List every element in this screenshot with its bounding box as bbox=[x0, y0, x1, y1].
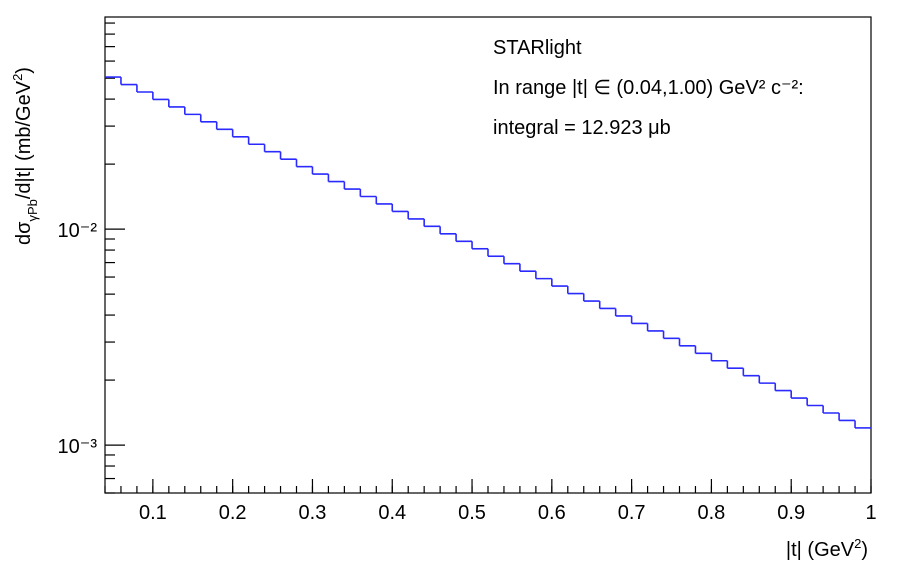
x-tick-label: 0.6 bbox=[538, 502, 566, 524]
annotation: In range |t| ∈ (0.04,1.00) GeV² c⁻²: bbox=[493, 77, 804, 99]
y-label-sup: 2 bbox=[10, 74, 25, 81]
y-label-rest: /d|t| (mb/GeV bbox=[13, 80, 35, 199]
annotation: STARlight bbox=[493, 37, 582, 59]
annotation: integral = 12.923 μb bbox=[493, 117, 671, 139]
x-axis-label: |t| (GeV2) bbox=[786, 536, 868, 561]
x-label-end: ) bbox=[861, 539, 868, 561]
x-label-sup: 2 bbox=[854, 536, 861, 551]
y-label-end: ) bbox=[13, 67, 35, 74]
x-tick-label: 0.2 bbox=[219, 502, 247, 524]
y-tick-label: 10⁻³ bbox=[58, 436, 98, 458]
y-axis-label: dσγPb/d|t| (mb/GeV2) bbox=[10, 67, 40, 245]
x-label-main: |t| (GeV bbox=[786, 539, 855, 561]
x-tick-label: 0.5 bbox=[458, 502, 486, 524]
x-tick-label: 0.8 bbox=[698, 502, 726, 524]
x-tick-label: 0.9 bbox=[777, 502, 805, 524]
x-tick-label: 0.1 bbox=[139, 502, 167, 524]
x-tick-label: 1 bbox=[865, 502, 876, 524]
y-label-main: dσ bbox=[13, 221, 35, 245]
x-tick-label: 0.3 bbox=[299, 502, 327, 524]
y-tick-label: 10⁻² bbox=[58, 220, 98, 242]
x-tick-label: 0.4 bbox=[378, 502, 406, 524]
x-tick-label: 0.7 bbox=[618, 502, 646, 524]
y-label-sub: γPb bbox=[25, 199, 40, 221]
